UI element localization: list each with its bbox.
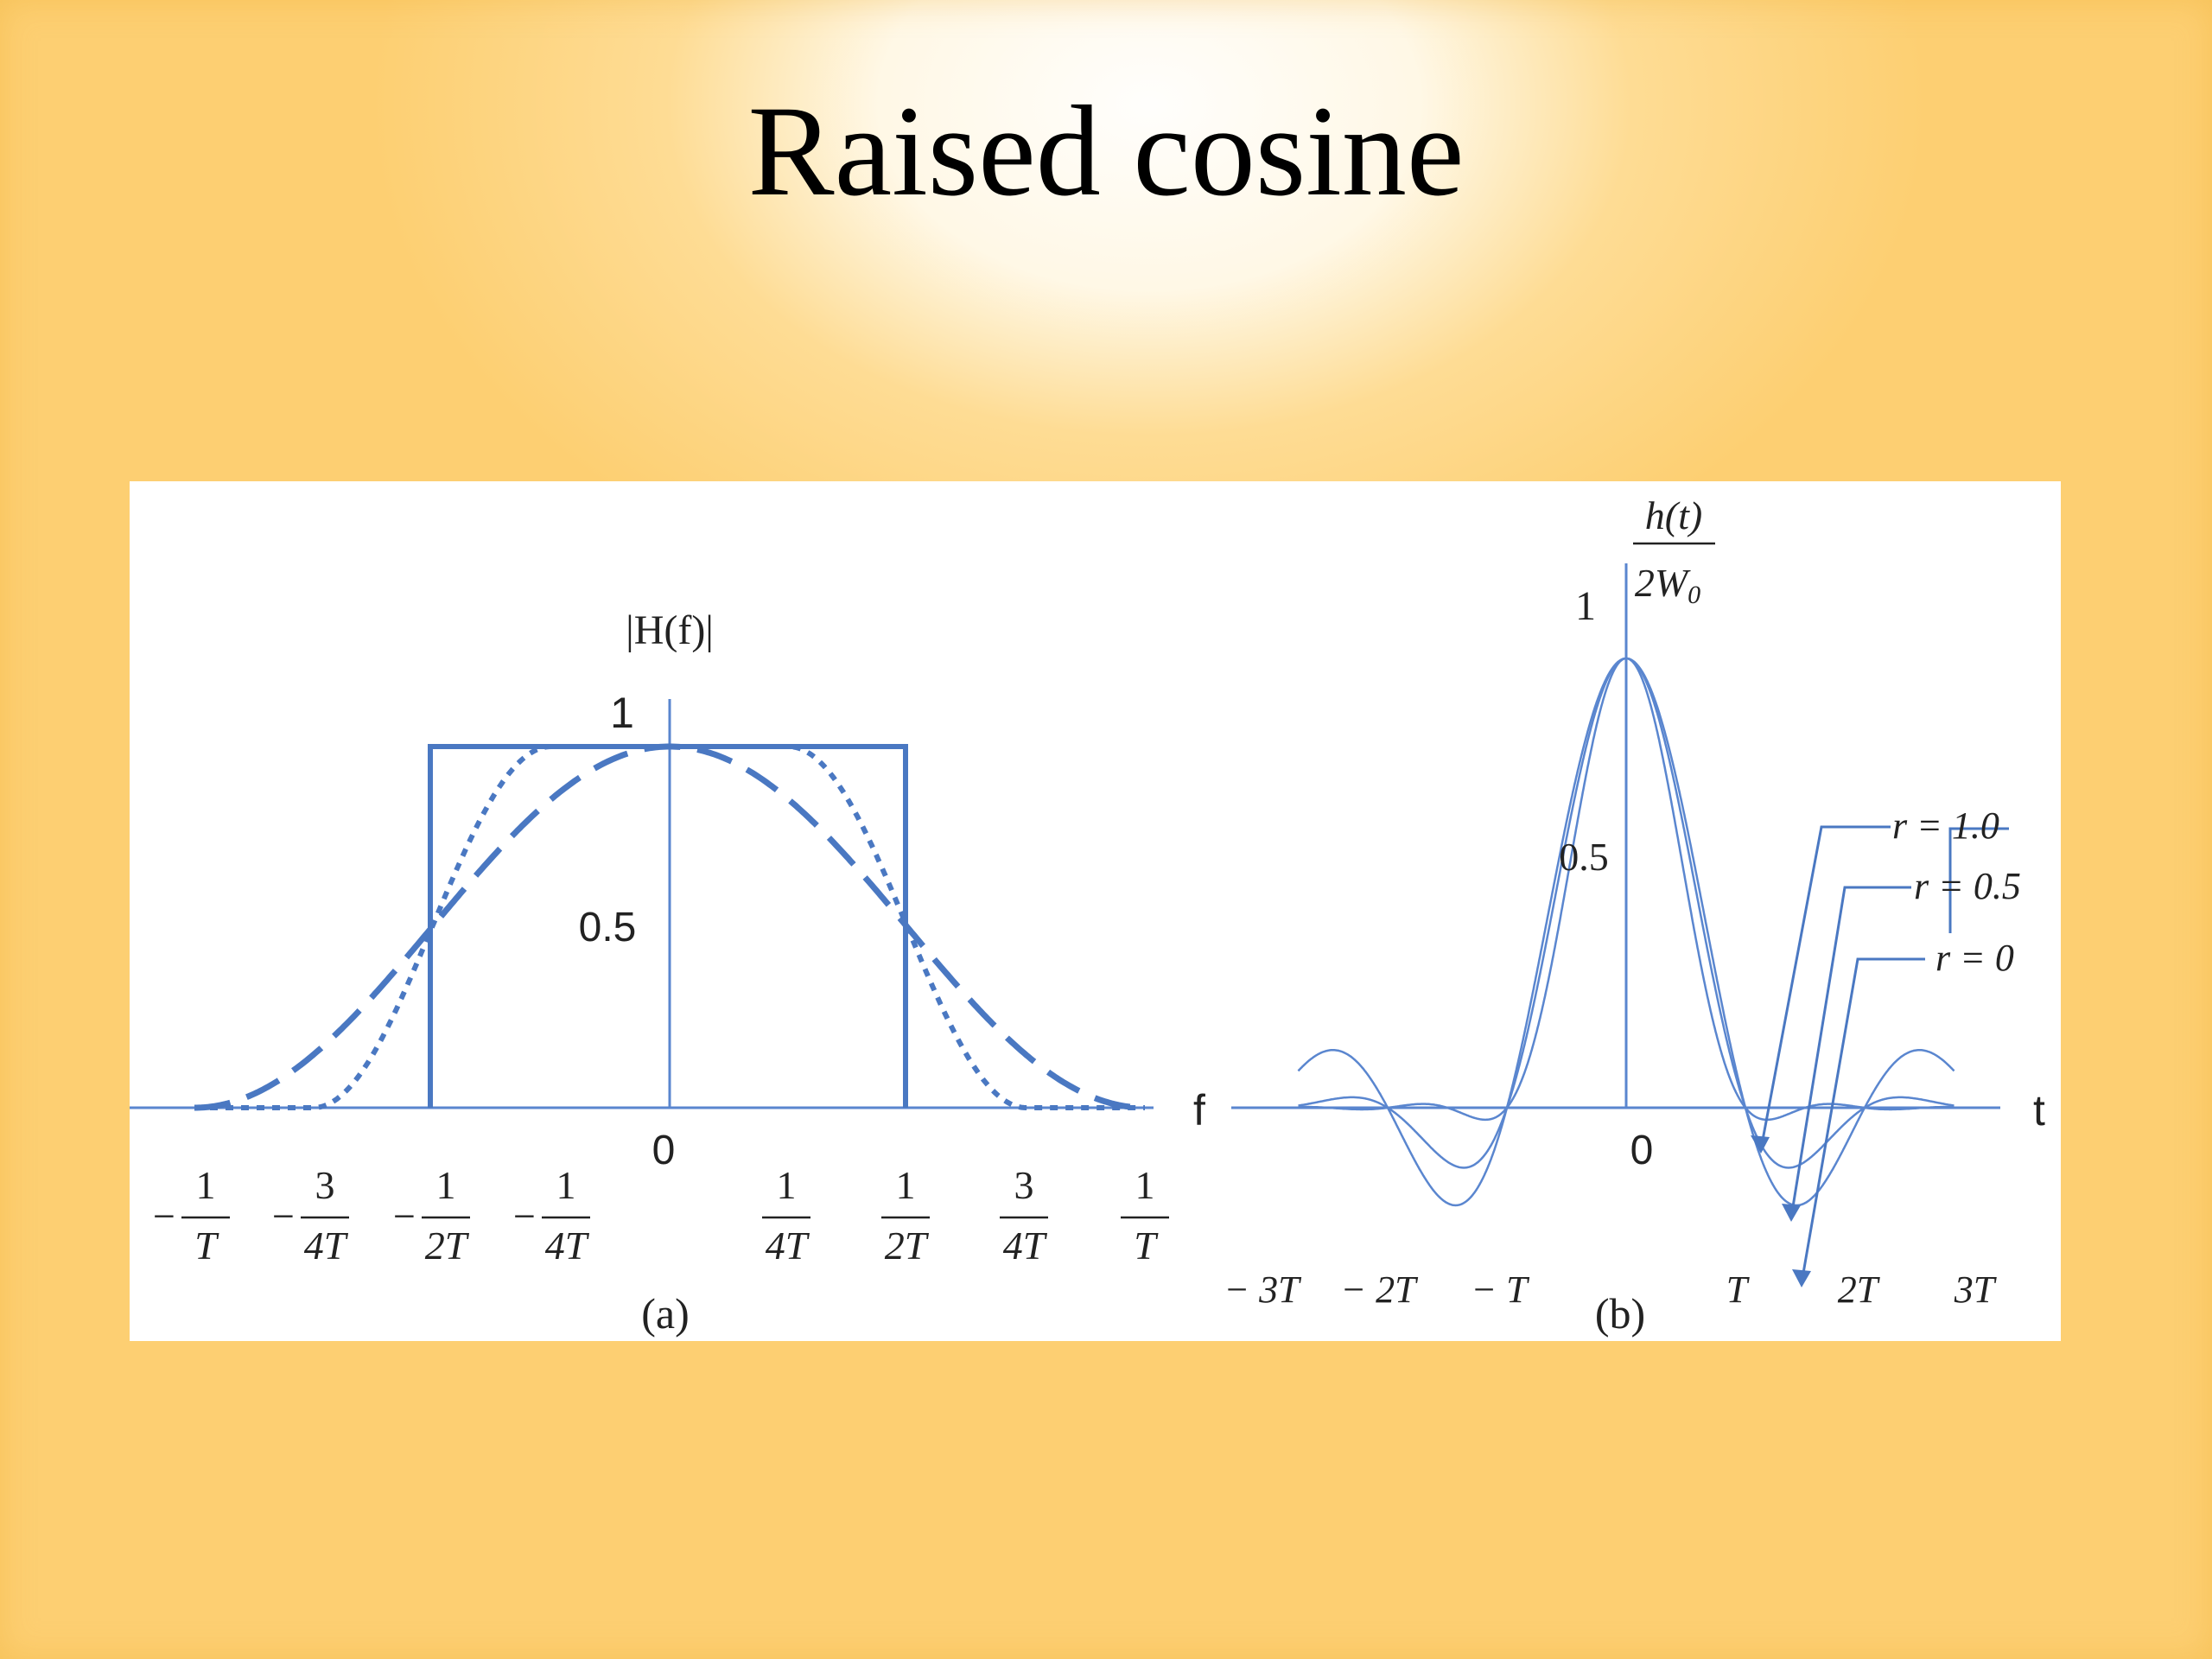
- panel-b-origin-label: 0: [1630, 1128, 1654, 1173]
- panel-b-tick-negT: − T: [1471, 1268, 1530, 1311]
- panel-a-tick-sign: −: [513, 1194, 536, 1238]
- panel-a-tick-label: 3 4T−: [272, 1163, 349, 1268]
- panel-a-tick-denominator: 2T: [425, 1224, 470, 1268]
- panel-b-y-tick-half: 0.5: [1559, 835, 1609, 879]
- legend-r0-label: r = 0: [1936, 937, 2014, 979]
- legend-leader-axis: [1948, 827, 2009, 933]
- legend-r05: r = 0.5: [1782, 865, 2021, 1222]
- panel-a-tick-sign: −: [393, 1194, 416, 1238]
- panel-a-curve-r0: [428, 744, 908, 1108]
- panel-a-tick-label: 1 4T−: [513, 1163, 590, 1268]
- panel-a-tick-denominator: 4T: [1003, 1224, 1048, 1268]
- panel-a-tick-label: 14T: [762, 1163, 810, 1268]
- figure-svg: |H(f)| 1 0.5 f 0 (a) 1T−34T−12T−14T−14T1…: [130, 493, 2045, 1338]
- legend-r10: r = 1.0: [1751, 804, 1999, 1154]
- panel-a-tick-label: 34T: [1000, 1163, 1048, 1268]
- panel-a-origin-label: 0: [652, 1128, 676, 1173]
- legend-r10-label: r = 1.0: [1892, 804, 1999, 847]
- panel-b-legend: [1948, 827, 2009, 933]
- panel-a-tick-numerator: 1: [436, 1163, 456, 1207]
- legend-r0: r = 0: [1792, 937, 2014, 1287]
- panel-b-curve-r10: [1298, 657, 1955, 1122]
- legend-r0-leader: [1800, 957, 1925, 1284]
- panel-a-tick-denominator: 4T: [766, 1224, 810, 1268]
- panel-a-tick-denominator: T: [194, 1224, 219, 1268]
- panel-a-tick-numerator: 1: [556, 1163, 576, 1207]
- panel-a-x-axis-label: f: [1193, 1086, 1205, 1135]
- panel-a: |H(f)| 1 0.5 f 0 (a) 1T−34T−12T−14T−14T1…: [130, 607, 1205, 1338]
- slide-title: Raised cosine: [747, 79, 1465, 223]
- panel-a-y-tick-half: 0.5: [579, 905, 637, 950]
- panel-b: h(t) 2W0 1 0.5 t 0 (b) − 3T − 2T − T T 2…: [1224, 493, 2045, 1338]
- panel-a-tick-denominator: 4T: [304, 1224, 349, 1268]
- panel-a-tick-numerator: 1: [1135, 1163, 1155, 1207]
- legend-r05-label: r = 0.5: [1914, 865, 2021, 907]
- legend-r10-arrowhead: [1751, 1135, 1770, 1154]
- panel-a-tick-sign: −: [153, 1194, 175, 1238]
- legend-r05-arrowhead: [1782, 1204, 1801, 1222]
- legend-r0-arrowhead: [1792, 1269, 1811, 1287]
- figure-panel: |H(f)| 1 0.5 f 0 (a) 1 T −3 4T −1 2T −1 4T −1 4T 1…: [130, 481, 2061, 1341]
- panel-b-tick-2T: 2T: [1838, 1268, 1881, 1311]
- legend-r05-leader: [1789, 886, 1911, 1218]
- panel-a-tick-numerator: 1: [196, 1163, 216, 1207]
- panel-a-caption: (a): [641, 1289, 690, 1338]
- panel-a-tick-denominator: 4T: [545, 1224, 590, 1268]
- panel-a-tick-label: 12T: [881, 1163, 930, 1268]
- panel-b-y-axis-numerator: h(t): [1645, 493, 1702, 537]
- panel-a-curve-r10: [194, 743, 1145, 1111]
- panel-b-x-axis-label: t: [2033, 1086, 2045, 1135]
- panel-a-tick-denominator: 2T: [885, 1224, 930, 1268]
- panel-b-y-tick-1: 1: [1575, 583, 1596, 629]
- panel-a-tick-numerator: 3: [1014, 1163, 1034, 1207]
- panel-b-tick-T: T: [1726, 1268, 1751, 1311]
- panel-a-tick-denominator: T: [1134, 1224, 1159, 1268]
- panel-a-tick-label: 1 T−: [153, 1163, 230, 1268]
- panel-b-tick-neg2T: − 2T: [1340, 1268, 1419, 1311]
- panel-b-caption: (b): [1595, 1289, 1645, 1338]
- panel-a-tick-numerator: 3: [315, 1163, 335, 1207]
- panel-b-tick-neg3T: − 3T: [1224, 1268, 1302, 1311]
- panel-a-tick-numerator: 1: [896, 1163, 916, 1207]
- panel-a-tick-sign: −: [272, 1194, 295, 1238]
- panel-a-y-axis-label: |H(f)|: [626, 607, 714, 653]
- panel-b-y-axis-denominator: 2W0: [1635, 561, 1700, 609]
- panel-a-y-tick-1: 1: [610, 689, 634, 737]
- panel-a-tick-numerator: 1: [777, 1163, 797, 1207]
- legend-r10-leader: [1759, 825, 1891, 1150]
- panel-b-tick-3T: 3T: [1954, 1268, 1998, 1311]
- panel-a-tick-label: 1T: [1121, 1163, 1169, 1268]
- panel-a-tick-label: 1 2T−: [393, 1163, 470, 1268]
